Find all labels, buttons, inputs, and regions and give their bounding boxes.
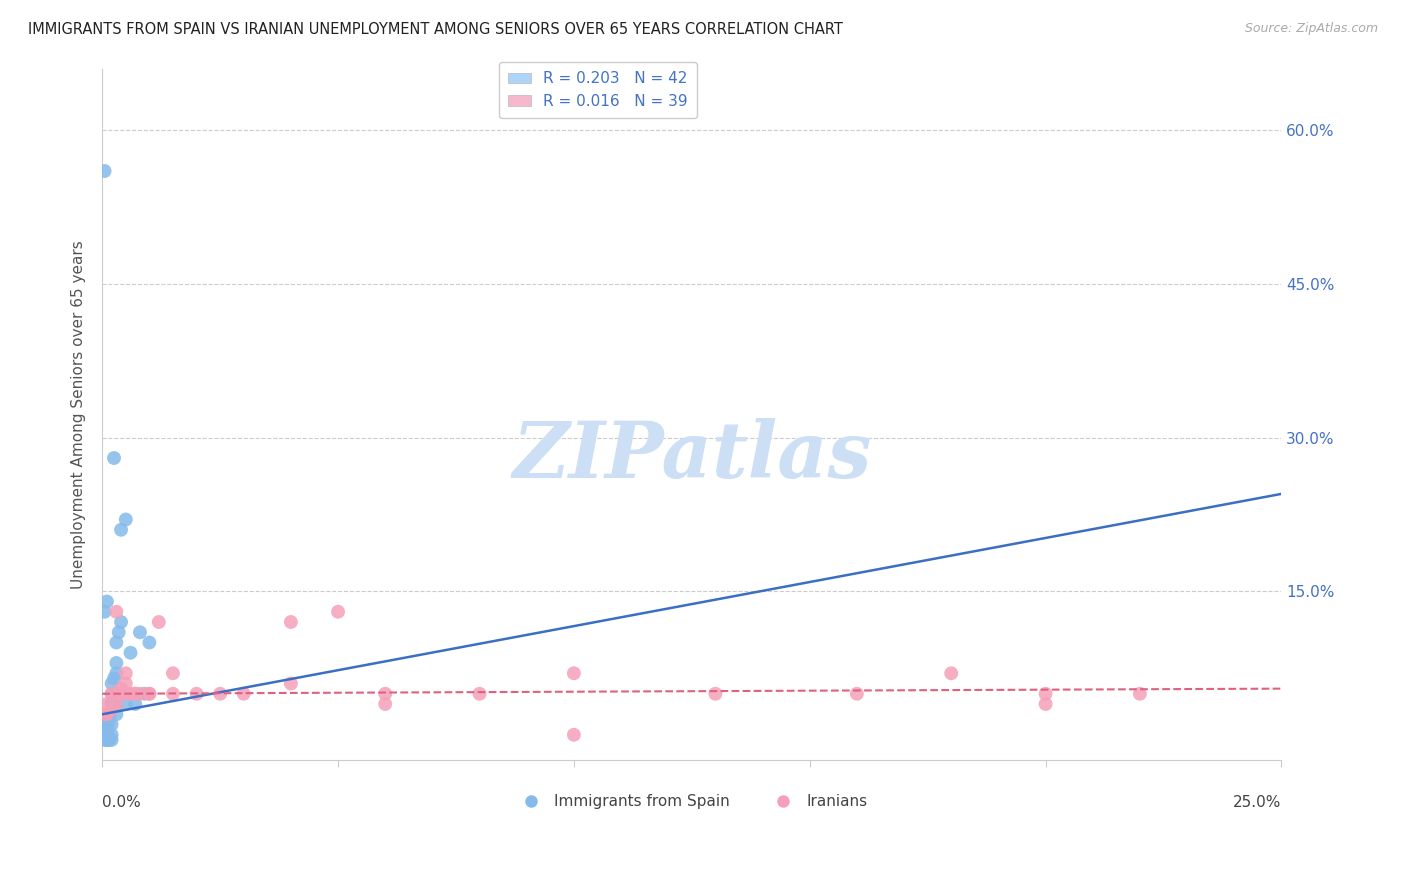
Point [162, 666, 184, 681]
Point [138, 687, 160, 701]
Point [96, 717, 118, 731]
Point [105, 605, 128, 619]
Point [110, 523, 132, 537]
Text: 25.0%: 25.0% [1233, 795, 1281, 810]
Y-axis label: Unemployment Among Seniors over 65 years: Unemployment Among Seniors over 65 years [72, 240, 86, 589]
Point [1129, 687, 1152, 701]
Point [100, 687, 122, 701]
Point [124, 687, 146, 701]
Point [105, 697, 128, 711]
Point [100, 717, 122, 731]
Point [105, 656, 128, 670]
Point [114, 666, 136, 681]
Point [100, 732, 122, 747]
Point [704, 687, 727, 701]
Point [374, 697, 396, 711]
Point [114, 512, 136, 526]
Point [562, 728, 585, 742]
Point [374, 687, 396, 701]
Point [93, 728, 115, 742]
Text: 0.0%: 0.0% [103, 795, 141, 810]
Point [96, 732, 118, 747]
Point [186, 687, 208, 701]
Point [468, 687, 491, 701]
Point [100, 687, 122, 701]
Point [96, 728, 118, 742]
Point [110, 687, 132, 701]
Point [1035, 687, 1057, 701]
Point [138, 635, 160, 649]
Point [129, 687, 152, 701]
Point [96, 707, 118, 722]
Point [100, 702, 122, 716]
Point [114, 687, 136, 701]
Point [100, 697, 122, 711]
Point [148, 615, 170, 629]
Point [941, 666, 963, 681]
Legend: Immigrants from Spain, Iranians: Immigrants from Spain, Iranians [510, 788, 873, 815]
Point [120, 646, 142, 660]
Point [93, 717, 115, 731]
Point [103, 450, 125, 465]
Point [232, 687, 254, 701]
Point [98, 732, 121, 747]
Point [280, 676, 302, 690]
Point [100, 697, 122, 711]
Point [120, 687, 142, 701]
Point [114, 676, 136, 690]
Text: ZIPatlas: ZIPatlas [512, 417, 872, 494]
Point [98, 707, 121, 722]
Point [162, 687, 184, 701]
Point [96, 717, 118, 731]
Point [96, 728, 118, 742]
Point [105, 707, 128, 722]
Point [96, 732, 118, 747]
Point [562, 666, 585, 681]
Point [845, 687, 868, 701]
Point [105, 635, 128, 649]
Point [124, 697, 146, 711]
Point [100, 728, 122, 742]
Point [326, 605, 349, 619]
Point [129, 625, 152, 640]
Point [103, 672, 125, 686]
Point [107, 625, 129, 640]
Point [100, 676, 122, 690]
Point [124, 687, 146, 701]
Point [105, 687, 128, 701]
Point [1035, 697, 1057, 711]
Point [96, 697, 118, 711]
Point [105, 697, 128, 711]
Point [98, 712, 121, 726]
Point [96, 728, 118, 742]
Point [105, 666, 128, 681]
Point [93, 707, 115, 722]
Text: IMMIGRANTS FROM SPAIN VS IRANIAN UNEMPLOYMENT AMONG SENIORS OVER 65 YEARS CORREL: IMMIGRANTS FROM SPAIN VS IRANIAN UNEMPLO… [28, 22, 844, 37]
Point [134, 687, 156, 701]
Point [96, 723, 118, 737]
Point [114, 697, 136, 711]
Point [93, 605, 115, 619]
Point [93, 164, 115, 178]
Point [280, 615, 302, 629]
Point [110, 681, 132, 696]
Point [110, 615, 132, 629]
Point [96, 594, 118, 608]
Point [138, 687, 160, 701]
Point [100, 702, 122, 716]
Text: Source: ZipAtlas.com: Source: ZipAtlas.com [1244, 22, 1378, 36]
Point [93, 732, 115, 747]
Point [209, 687, 232, 701]
